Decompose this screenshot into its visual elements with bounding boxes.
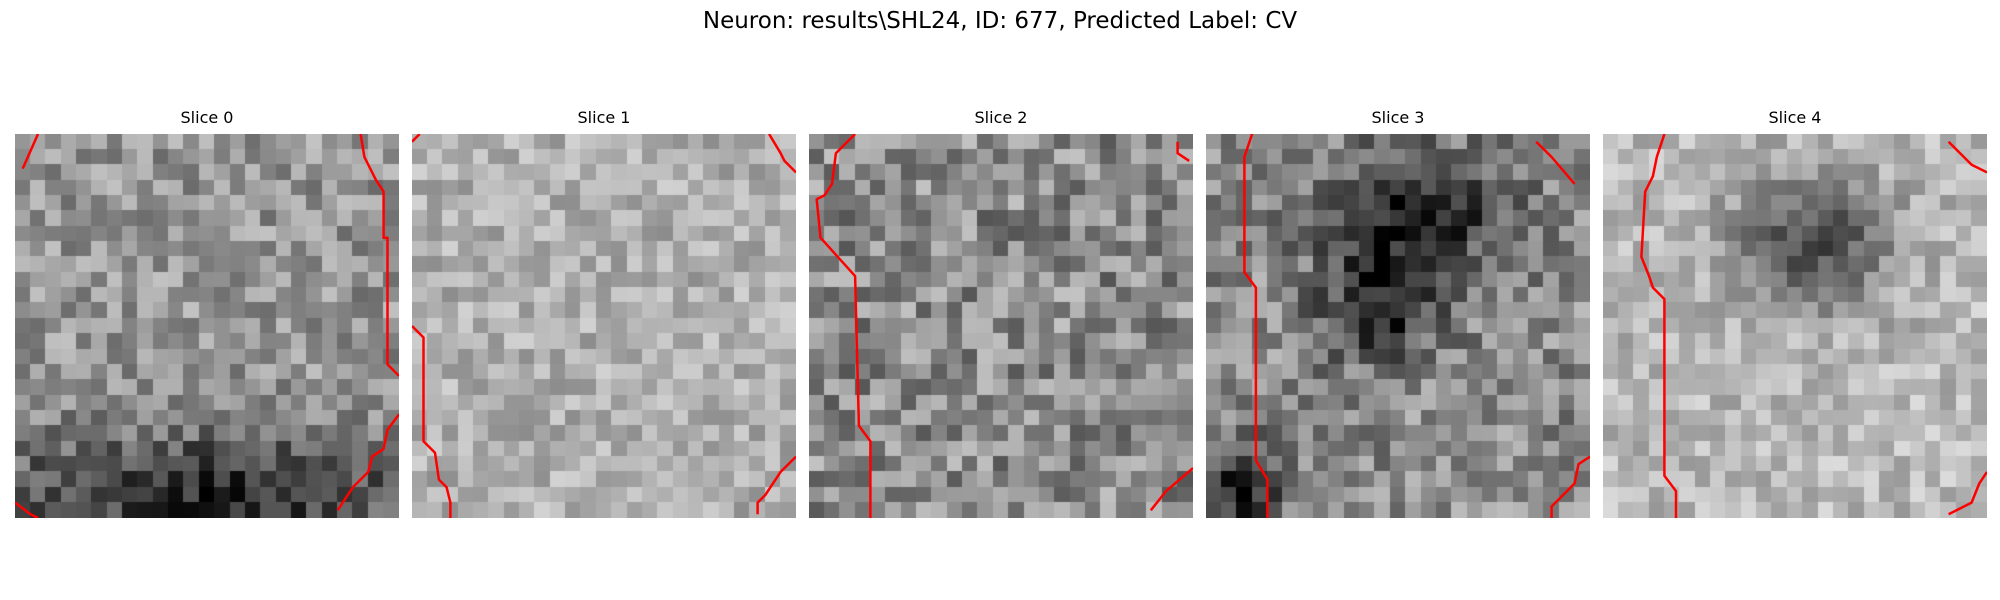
contour-line bbox=[15, 501, 39, 518]
contour-line bbox=[412, 134, 421, 143]
contour-line bbox=[1243, 134, 1269, 518]
contour-line bbox=[336, 413, 399, 511]
contour-overlay bbox=[1243, 134, 1590, 518]
contour-line bbox=[412, 325, 452, 518]
contour-line bbox=[1947, 140, 1987, 174]
contour-line bbox=[1550, 455, 1590, 518]
slice-title: Slice 4 bbox=[1768, 108, 1822, 127]
contour-overlay bbox=[1640, 134, 1987, 518]
contour-overlay bbox=[412, 134, 796, 518]
slice-title: Slice 1 bbox=[577, 108, 631, 127]
slice-image bbox=[15, 134, 399, 518]
contour-overlay bbox=[15, 134, 399, 518]
slice-image bbox=[809, 134, 1193, 518]
contour-overlay bbox=[815, 134, 1193, 518]
slice-panel-2: Slice 2 bbox=[809, 108, 1193, 518]
slice-title: Slice 0 bbox=[180, 108, 234, 127]
slice-title: Slice 3 bbox=[1371, 108, 1425, 127]
figure-title: Neuron: results\SHL24, ID: 677, Predicte… bbox=[702, 8, 1298, 34]
slice-panel-1: Slice 1 bbox=[412, 108, 796, 518]
contour-line bbox=[1535, 140, 1576, 185]
contour-line bbox=[21, 134, 40, 170]
contour-line bbox=[815, 134, 872, 518]
slice-image bbox=[412, 134, 796, 518]
contour-line bbox=[1640, 134, 1678, 518]
contour-line bbox=[1948, 471, 1987, 516]
contour-line bbox=[1176, 141, 1190, 162]
slice-image bbox=[1603, 134, 1987, 518]
contour-line bbox=[768, 134, 796, 174]
slice-title: Slice 2 bbox=[974, 108, 1028, 127]
contour-line bbox=[359, 134, 399, 377]
contour-line bbox=[756, 455, 796, 515]
slice-image bbox=[1206, 134, 1590, 518]
contour-line bbox=[1149, 467, 1193, 512]
slice-panel-3: Slice 3 bbox=[1206, 108, 1590, 518]
slice-panel-4: Slice 4 bbox=[1603, 108, 1987, 518]
slice-panel-0: Slice 0 bbox=[15, 108, 399, 518]
